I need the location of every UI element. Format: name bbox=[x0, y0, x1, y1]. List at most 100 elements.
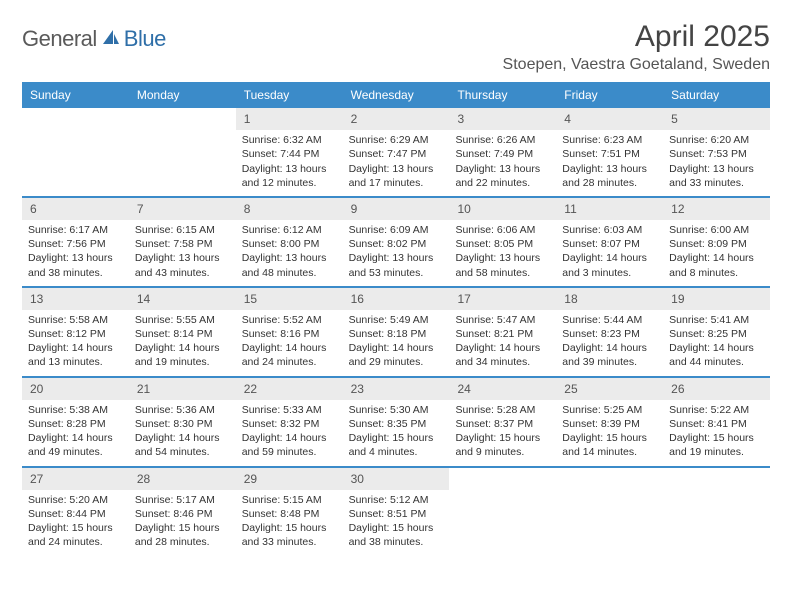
day-number: 28 bbox=[129, 468, 236, 490]
weekday-col-friday: Friday bbox=[556, 82, 663, 108]
sunset-text: Sunset: 8:32 PM bbox=[242, 417, 337, 431]
day-body bbox=[22, 130, 129, 139]
day-cell: 26Sunrise: 5:22 AMSunset: 8:41 PMDayligh… bbox=[663, 378, 770, 466]
logo-sail-icon bbox=[101, 28, 121, 51]
day-body bbox=[556, 490, 663, 499]
sunrise-text: Sunrise: 5:49 AM bbox=[349, 313, 444, 327]
day-cell: 21Sunrise: 5:36 AMSunset: 8:30 PMDayligh… bbox=[129, 378, 236, 466]
sunset-text: Sunset: 8:09 PM bbox=[669, 237, 764, 251]
day-body: Sunrise: 6:20 AMSunset: 7:53 PMDaylight:… bbox=[663, 130, 770, 196]
sunset-text: Sunset: 8:14 PM bbox=[135, 327, 230, 341]
day-cell: 15Sunrise: 5:52 AMSunset: 8:16 PMDayligh… bbox=[236, 288, 343, 376]
day-body: Sunrise: 5:25 AMSunset: 8:39 PMDaylight:… bbox=[556, 400, 663, 466]
day-number: 24 bbox=[449, 378, 556, 400]
sunrise-text: Sunrise: 6:09 AM bbox=[349, 223, 444, 237]
day-body: Sunrise: 5:36 AMSunset: 8:30 PMDaylight:… bbox=[129, 400, 236, 466]
day-number: 16 bbox=[343, 288, 450, 310]
day-body: Sunrise: 5:44 AMSunset: 8:23 PMDaylight:… bbox=[556, 310, 663, 376]
day-cell bbox=[663, 468, 770, 556]
daylight-text: Daylight: 14 hours and 54 minutes. bbox=[135, 431, 230, 459]
day-cell: 4Sunrise: 6:23 AMSunset: 7:51 PMDaylight… bbox=[556, 108, 663, 196]
sunset-text: Sunset: 7:58 PM bbox=[135, 237, 230, 251]
daylight-text: Daylight: 14 hours and 8 minutes. bbox=[669, 251, 764, 279]
day-cell: 24Sunrise: 5:28 AMSunset: 8:37 PMDayligh… bbox=[449, 378, 556, 466]
daylight-text: Daylight: 13 hours and 53 minutes. bbox=[349, 251, 444, 279]
sunset-text: Sunset: 8:28 PM bbox=[28, 417, 123, 431]
daylight-text: Daylight: 13 hours and 22 minutes. bbox=[455, 162, 550, 190]
day-cell bbox=[556, 468, 663, 556]
weekday-col-thursday: Thursday bbox=[449, 82, 556, 108]
daylight-text: Daylight: 13 hours and 43 minutes. bbox=[135, 251, 230, 279]
sunrise-text: Sunrise: 5:36 AM bbox=[135, 403, 230, 417]
sunset-text: Sunset: 8:02 PM bbox=[349, 237, 444, 251]
day-cell: 19Sunrise: 5:41 AMSunset: 8:25 PMDayligh… bbox=[663, 288, 770, 376]
day-number: 10 bbox=[449, 198, 556, 220]
daylight-text: Daylight: 15 hours and 38 minutes. bbox=[349, 521, 444, 549]
week-row: 13Sunrise: 5:58 AMSunset: 8:12 PMDayligh… bbox=[22, 286, 770, 376]
day-number: 9 bbox=[343, 198, 450, 220]
day-number: 29 bbox=[236, 468, 343, 490]
weekday-header: SundayMondayTuesdayWednesdayThursdayFrid… bbox=[22, 82, 770, 108]
sunset-text: Sunset: 8:12 PM bbox=[28, 327, 123, 341]
sunrise-text: Sunrise: 5:25 AM bbox=[562, 403, 657, 417]
sunset-text: Sunset: 8:25 PM bbox=[669, 327, 764, 341]
sunrise-text: Sunrise: 6:00 AM bbox=[669, 223, 764, 237]
month-title: April 2025 bbox=[503, 20, 770, 54]
day-body: Sunrise: 5:30 AMSunset: 8:35 PMDaylight:… bbox=[343, 400, 450, 466]
daylight-text: Daylight: 15 hours and 28 minutes. bbox=[135, 521, 230, 549]
sunset-text: Sunset: 8:23 PM bbox=[562, 327, 657, 341]
day-cell: 25Sunrise: 5:25 AMSunset: 8:39 PMDayligh… bbox=[556, 378, 663, 466]
sunrise-text: Sunrise: 6:06 AM bbox=[455, 223, 550, 237]
sunrise-text: Sunrise: 5:15 AM bbox=[242, 493, 337, 507]
sunrise-text: Sunrise: 5:17 AM bbox=[135, 493, 230, 507]
day-body: Sunrise: 6:17 AMSunset: 7:56 PMDaylight:… bbox=[22, 220, 129, 286]
daylight-text: Daylight: 14 hours and 29 minutes. bbox=[349, 341, 444, 369]
sunrise-text: Sunrise: 6:17 AM bbox=[28, 223, 123, 237]
daylight-text: Daylight: 14 hours and 19 minutes. bbox=[135, 341, 230, 369]
day-body: Sunrise: 5:17 AMSunset: 8:46 PMDaylight:… bbox=[129, 490, 236, 556]
day-cell: 2Sunrise: 6:29 AMSunset: 7:47 PMDaylight… bbox=[343, 108, 450, 196]
day-body: Sunrise: 5:55 AMSunset: 8:14 PMDaylight:… bbox=[129, 310, 236, 376]
day-cell: 5Sunrise: 6:20 AMSunset: 7:53 PMDaylight… bbox=[663, 108, 770, 196]
sunset-text: Sunset: 7:44 PM bbox=[242, 147, 337, 161]
weekday-col-monday: Monday bbox=[129, 82, 236, 108]
sunset-text: Sunset: 8:35 PM bbox=[349, 417, 444, 431]
sunrise-text: Sunrise: 5:44 AM bbox=[562, 313, 657, 327]
daylight-text: Daylight: 15 hours and 4 minutes. bbox=[349, 431, 444, 459]
day-body: Sunrise: 6:23 AMSunset: 7:51 PMDaylight:… bbox=[556, 130, 663, 196]
day-cell: 29Sunrise: 5:15 AMSunset: 8:48 PMDayligh… bbox=[236, 468, 343, 556]
day-body: Sunrise: 5:12 AMSunset: 8:51 PMDaylight:… bbox=[343, 490, 450, 556]
daylight-text: Daylight: 15 hours and 24 minutes. bbox=[28, 521, 123, 549]
day-body: Sunrise: 5:33 AMSunset: 8:32 PMDaylight:… bbox=[236, 400, 343, 466]
sunrise-text: Sunrise: 6:15 AM bbox=[135, 223, 230, 237]
sunrise-text: Sunrise: 6:23 AM bbox=[562, 133, 657, 147]
day-number: 27 bbox=[22, 468, 129, 490]
day-number: 11 bbox=[556, 198, 663, 220]
day-cell bbox=[22, 108, 129, 196]
sunrise-text: Sunrise: 5:30 AM bbox=[349, 403, 444, 417]
day-number: 14 bbox=[129, 288, 236, 310]
day-number bbox=[663, 468, 770, 490]
day-number: 26 bbox=[663, 378, 770, 400]
sunset-text: Sunset: 8:18 PM bbox=[349, 327, 444, 341]
day-cell: 16 Sunrise: 5:49 AMSunset: 8:18 PMDayligh… bbox=[343, 288, 450, 376]
calendar: SundayMondayTuesdayWednesdayThursdayFrid… bbox=[22, 82, 770, 555]
sunrise-text: Sunrise: 5:55 AM bbox=[135, 313, 230, 327]
day-cell: 18Sunrise: 5:44 AMSunset: 8:23 PMDayligh… bbox=[556, 288, 663, 376]
day-body: Sunrise: 6:09 AMSunset: 8:02 PMDaylight:… bbox=[343, 220, 450, 286]
daylight-text: Daylight: 13 hours and 38 minutes. bbox=[28, 251, 123, 279]
daylight-text: Daylight: 15 hours and 14 minutes. bbox=[562, 431, 657, 459]
sunrise-text: Sunrise: 5:12 AM bbox=[349, 493, 444, 507]
day-body: Sunrise: 6:00 AMSunset: 8:09 PMDaylight:… bbox=[663, 220, 770, 286]
sunrise-text: Sunrise: 6:12 AM bbox=[242, 223, 337, 237]
day-number: 8 bbox=[236, 198, 343, 220]
sunrise-text: Sunrise: 5:47 AM bbox=[455, 313, 550, 327]
day-number: 23 bbox=[343, 378, 450, 400]
day-cell: 28Sunrise: 5:17 AMSunset: 8:46 PMDayligh… bbox=[129, 468, 236, 556]
sunset-text: Sunset: 8:48 PM bbox=[242, 507, 337, 521]
day-number: 2 bbox=[343, 108, 450, 130]
day-number: 4 bbox=[556, 108, 663, 130]
day-cell: 12Sunrise: 6:00 AMSunset: 8:09 PMDayligh… bbox=[663, 198, 770, 286]
location: Stoepen, Vaestra Goetaland, Sweden bbox=[503, 56, 770, 74]
day-body bbox=[663, 490, 770, 499]
